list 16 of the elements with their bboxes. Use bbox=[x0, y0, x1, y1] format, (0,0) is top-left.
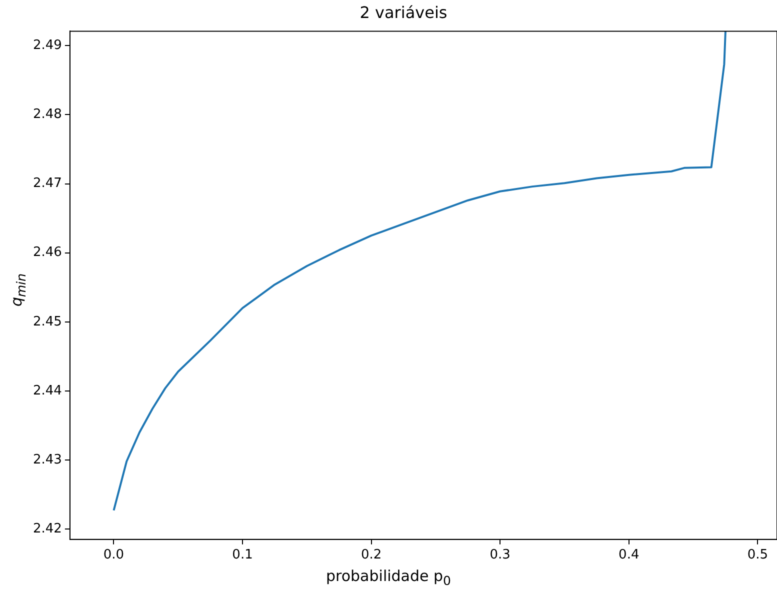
x-tick-label: 0.3 bbox=[490, 548, 510, 563]
x-tick-label: 0.1 bbox=[232, 548, 253, 563]
x-tick-label: 0.5 bbox=[747, 548, 768, 563]
y-tick-label: 2.49 bbox=[32, 38, 62, 54]
y-tick-label: 2.43 bbox=[32, 452, 62, 468]
y-tick-label: 2.45 bbox=[32, 314, 62, 330]
y-tick-label: 2.47 bbox=[32, 176, 62, 192]
x-tick-label: 0.0 bbox=[103, 548, 124, 563]
x-tick-label: 0.2 bbox=[360, 548, 382, 563]
y-tick-label: 2.42 bbox=[32, 521, 62, 536]
y-tick-label: 2.44 bbox=[32, 383, 62, 398]
y-tick-label: 2.48 bbox=[32, 107, 62, 122]
y-tick-label: 2.46 bbox=[32, 245, 62, 260]
x-axis-title: probabilidade p$_{0}$ bbox=[325, 566, 452, 590]
chart-title: 2 variáveis bbox=[360, 2, 448, 22]
x-tick-label: 0.4 bbox=[618, 548, 640, 563]
